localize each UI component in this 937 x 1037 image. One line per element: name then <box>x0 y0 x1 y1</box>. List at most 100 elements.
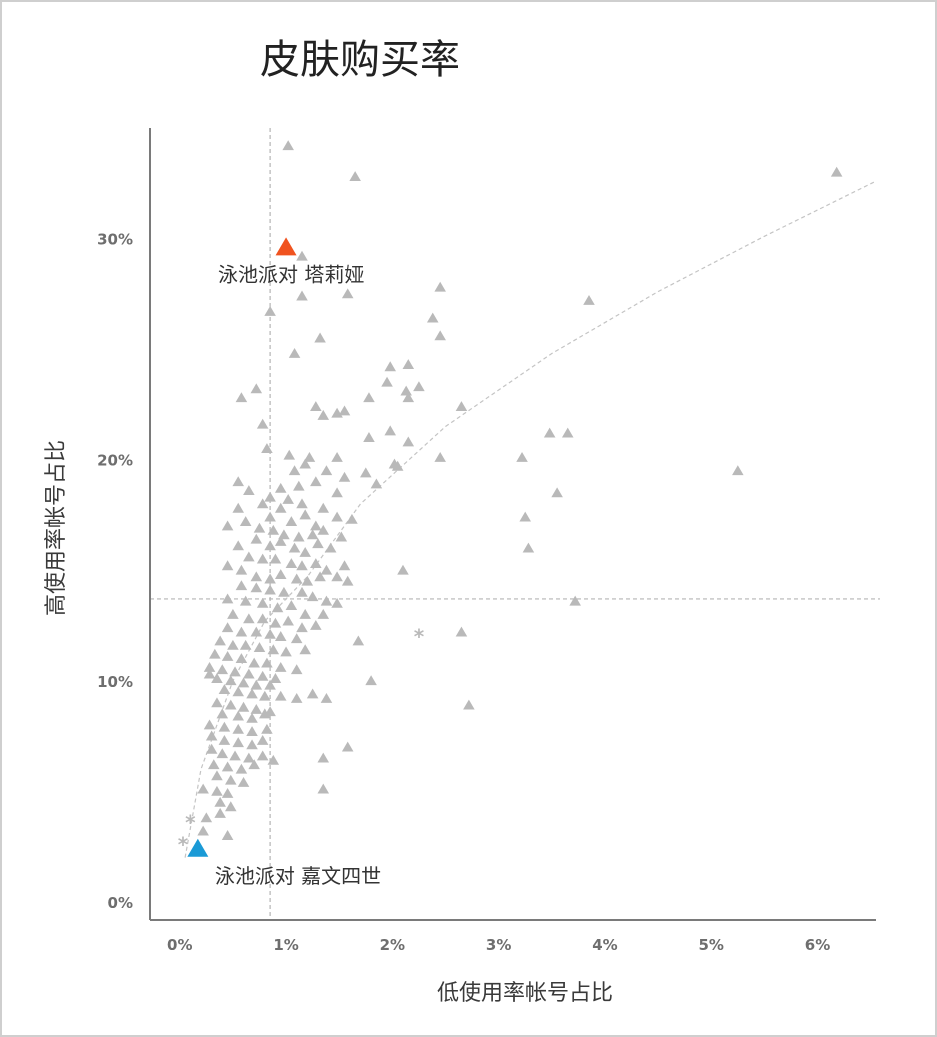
scatter-point <box>221 761 234 772</box>
scatter-point <box>349 171 361 182</box>
scatter-point <box>331 511 343 522</box>
scatter-point <box>259 690 271 701</box>
scatter-point <box>256 418 269 429</box>
scatter-point <box>243 485 255 496</box>
scatter-point <box>246 739 258 750</box>
scatter-point <box>338 560 351 571</box>
scatter-point <box>299 458 311 469</box>
highlight-label: 泳池派对 塔莉娅 <box>218 262 364 286</box>
scatter-point <box>280 646 292 657</box>
scatter-point <box>306 529 319 540</box>
scatter-point <box>235 653 248 664</box>
scatter-point <box>246 688 258 699</box>
scatter-point <box>246 712 258 723</box>
scatter-point <box>256 734 269 745</box>
highlight-label: 泳池派对 嘉文四世 <box>215 864 381 888</box>
scatter-point <box>391 460 404 471</box>
scatter-point <box>264 306 276 316</box>
scatter-point <box>221 830 234 840</box>
scatter-point <box>288 348 301 358</box>
scatter-point <box>235 626 248 637</box>
scatter-point <box>306 688 319 699</box>
scatter-point <box>211 770 223 781</box>
scatter-point <box>243 551 255 562</box>
scatter-point <box>209 648 221 659</box>
scatter-point <box>296 290 308 301</box>
scatter-point <box>203 719 216 730</box>
scatter-point <box>278 586 290 597</box>
scatter-point <box>274 690 287 701</box>
scatter-point <box>363 392 375 403</box>
scatter-point <box>232 710 245 721</box>
scatter-point <box>211 785 223 796</box>
scatter-point <box>267 644 280 655</box>
scatter-point <box>250 679 263 690</box>
scatter-point <box>197 825 209 836</box>
scatter-point <box>519 511 531 522</box>
scatter-point <box>397 564 409 575</box>
scatter-point <box>267 524 280 535</box>
scatter-point <box>290 664 303 675</box>
asterisk-point: * <box>178 832 189 856</box>
data-points: *** <box>178 140 843 856</box>
scatter-point <box>293 480 305 491</box>
scatter-point <box>290 573 303 584</box>
scatter-point <box>225 699 237 710</box>
scatter-point <box>434 281 446 292</box>
scatter-point <box>205 743 218 754</box>
scatter-point <box>261 657 273 668</box>
scatter-point <box>232 540 245 551</box>
scatter-point <box>283 449 296 460</box>
reference-lines <box>150 128 880 920</box>
scatter-point <box>331 451 343 462</box>
scatter-point <box>264 628 276 639</box>
scatter-point <box>246 726 258 737</box>
scatter-point <box>434 451 446 462</box>
scatter-point <box>830 166 843 177</box>
scatter-point <box>243 752 255 763</box>
x-tick-label: 4% <box>592 936 617 954</box>
y-tick-label: 30% <box>97 231 133 249</box>
y-tick-label: 10% <box>97 673 133 691</box>
scatter-point <box>269 617 282 628</box>
scatter-point <box>285 558 298 568</box>
scatter-point <box>310 401 322 411</box>
scatter-point <box>299 608 311 619</box>
scatter-point <box>243 668 255 679</box>
scatter-point <box>216 748 229 759</box>
scatter-point <box>225 675 237 686</box>
scatter-point <box>227 608 239 619</box>
x-axis-label: 低使用率帐号占比 <box>437 981 613 1006</box>
scatter-point <box>583 294 595 305</box>
scatter-point <box>522 542 535 553</box>
scatter-point <box>317 608 330 619</box>
scatter-point <box>205 730 218 741</box>
scatter-point <box>221 788 234 798</box>
scatter-point <box>221 650 234 661</box>
scatter-point <box>253 522 266 533</box>
scatter-point <box>324 542 337 553</box>
scatter-point <box>306 591 319 602</box>
scatter-point <box>320 465 333 476</box>
scatter-point <box>256 597 269 608</box>
scatter-point <box>274 535 287 546</box>
scatter-point <box>317 524 330 535</box>
scatter-point <box>256 498 269 509</box>
scatter-point <box>267 754 280 765</box>
scatter-point <box>434 330 446 341</box>
scatter-point <box>301 575 314 586</box>
scatter-point <box>341 288 354 299</box>
scatter-point <box>299 547 311 557</box>
scatter-point <box>285 600 298 610</box>
x-tick-label: 2% <box>380 936 405 954</box>
scatter-point <box>338 405 351 416</box>
scatter-point <box>229 666 241 677</box>
scatter-point <box>250 533 263 544</box>
scatter-point <box>264 540 276 551</box>
scatter-point <box>320 692 333 703</box>
scatter-point <box>282 615 294 626</box>
scatter-point <box>243 613 255 624</box>
scatter-point <box>221 560 234 571</box>
scatter-point <box>296 250 308 261</box>
